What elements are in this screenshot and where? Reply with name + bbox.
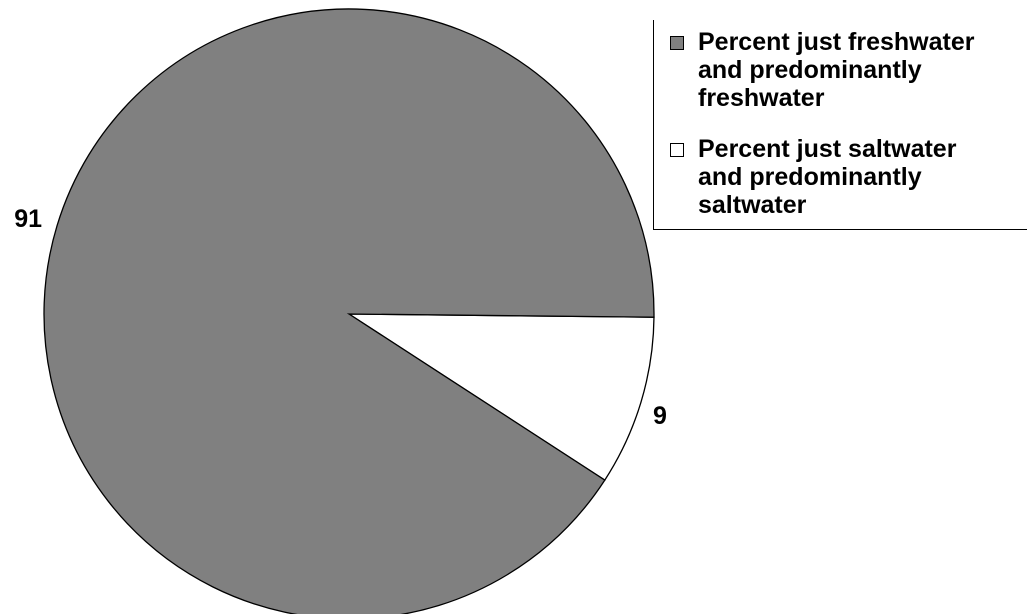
legend-item-freshwater: Percent just freshwater and predominantly… <box>670 28 1020 112</box>
legend-label-saltwater: Percent just saltwater and predominantly s… <box>698 135 957 219</box>
legend-label-freshwater: Percent just freshwater and predominantly… <box>698 28 975 112</box>
data-label-saltwater: 9 <box>653 402 667 430</box>
pie-slice-saltwater <box>346 313 655 482</box>
legend-swatch-saltwater <box>670 143 684 157</box>
legend-item-saltwater: Percent just saltwater and predominantly s… <box>670 135 1020 219</box>
legend-swatch-freshwater <box>670 36 684 50</box>
pie-slices <box>43 8 655 614</box>
chart-legend: Percent just freshwater and predominantly… <box>653 20 1027 230</box>
data-label-freshwater: 91 <box>14 205 42 233</box>
pie-data-labels: 9 91 <box>14 205 667 430</box>
pie-slice-freshwater <box>43 8 655 614</box>
